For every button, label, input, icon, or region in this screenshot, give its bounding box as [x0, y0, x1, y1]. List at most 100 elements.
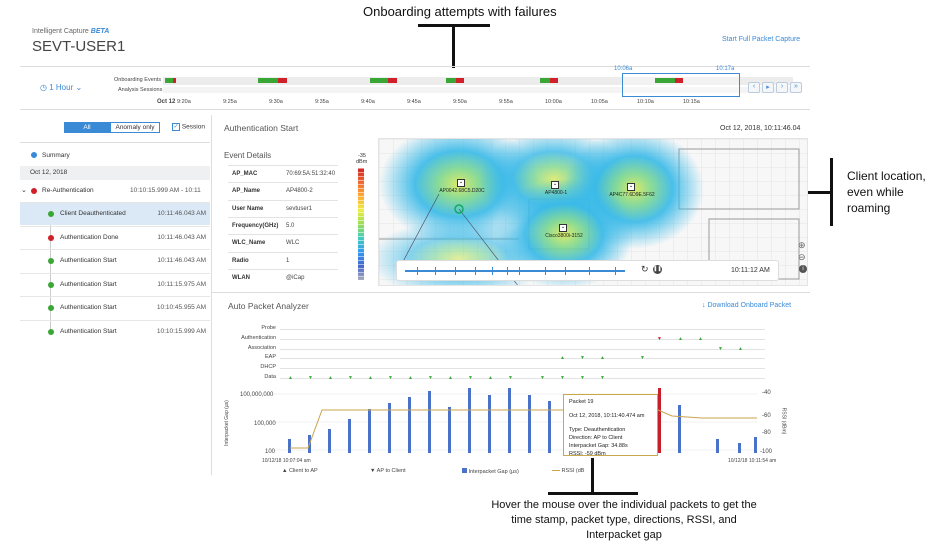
onboarding-event-failure[interactable] — [456, 78, 464, 83]
filter-all[interactable]: All — [64, 122, 110, 133]
packet-marker[interactable]: ▲ — [328, 375, 333, 381]
gap-bar[interactable] — [328, 429, 331, 453]
packet-marker[interactable]: ▲ — [488, 375, 493, 381]
onboarding-event-failure[interactable] — [675, 78, 683, 83]
packet-marker[interactable]: ▼ — [468, 375, 473, 381]
gap-bar[interactable] — [288, 439, 291, 453]
gap-bar[interactable] — [488, 395, 491, 453]
zoom-in-icon[interactable]: ⊕ — [798, 240, 806, 250]
field-value: 1 — [286, 257, 290, 264]
onboarding-event-success[interactable] — [446, 78, 456, 83]
gap-bar[interactable] — [468, 385, 471, 453]
onboarding-event-failure[interactable] — [278, 78, 287, 83]
event-row[interactable]: Authentication Start 10:10:15.999 AM — [20, 319, 210, 343]
ap-icon[interactable]: ▪ — [457, 179, 465, 187]
timeline-selection[interactable] — [622, 73, 740, 97]
pause-icon[interactable]: ❚❚ — [653, 265, 662, 274]
onboarding-event-success[interactable] — [655, 78, 675, 83]
gap-bar[interactable] — [738, 443, 741, 453]
packet-marker[interactable]: ▼ — [348, 375, 353, 381]
field-key: WLC_Name — [232, 240, 266, 247]
download-link[interactable]: ↓ Download Onboard Packet — [702, 302, 792, 309]
packet-marker[interactable]: ▲ — [738, 345, 743, 352]
ap-label: AP0042.68C5.D20C — [439, 188, 485, 194]
event-row[interactable]: Authentication Start 10:11:15.975 AM — [20, 272, 210, 296]
packet-marker[interactable]: ▼ — [580, 375, 585, 381]
packet-marker[interactable]: ▼ — [388, 375, 393, 381]
gap-bar[interactable] — [548, 401, 551, 453]
onboarding-event-failure[interactable] — [173, 78, 176, 83]
packet-marker[interactable]: ▼ — [540, 375, 545, 381]
gap-bar[interactable] — [388, 403, 391, 453]
packet-marker[interactable]: ▲ — [288, 375, 293, 381]
packet-marker[interactable]: ▼ — [718, 345, 723, 352]
sessions-track — [163, 87, 793, 93]
gap-bar[interactable] — [678, 405, 681, 453]
onboarding-event-success[interactable] — [165, 78, 173, 83]
packet-marker[interactable]: ▲ — [408, 375, 413, 381]
session-checkbox[interactable]: ✓ Session — [172, 123, 205, 131]
packet-marker[interactable]: ▲ — [560, 355, 565, 362]
ap-icon[interactable]: ▪ — [627, 183, 635, 191]
rssi-legend-unit: dBm — [356, 159, 368, 165]
packet-marker[interactable]: ▲ — [678, 335, 683, 342]
playback-track[interactable] — [405, 270, 625, 272]
ap-icon[interactable]: ▪ — [551, 181, 559, 189]
gap-bar[interactable] — [754, 437, 757, 453]
event-row[interactable]: Authentication Start 10:11:46.043 AM — [20, 249, 210, 272]
event-row[interactable]: Authentication Start 10:10:45.955 AM — [20, 296, 210, 319]
gap-bar[interactable] — [658, 387, 661, 453]
gap-bar[interactable] — [448, 407, 451, 453]
replay-icon[interactable]: ↻ — [641, 264, 649, 274]
zoom-out-icon[interactable]: ⊖ — [798, 252, 806, 262]
callout-right: Client location, even while roaming — [847, 169, 926, 215]
next-button[interactable]: › — [776, 82, 788, 93]
detail-field: Frequency(GHz) 5.0 — [228, 216, 338, 234]
packet-chart[interactable] — [232, 385, 792, 468]
start-capture-link[interactable]: Start Full Packet Capture — [722, 36, 801, 43]
timeline-tick: 9:55a — [499, 99, 513, 105]
packet-marker[interactable]: ▼ — [657, 335, 662, 342]
onboarding-event-failure[interactable] — [550, 78, 558, 83]
gap-bar[interactable] — [408, 397, 411, 453]
gap-bar[interactable] — [428, 391, 431, 453]
prev-button[interactable]: ‹ — [748, 82, 760, 93]
packet-marker[interactable]: ▼ — [640, 355, 645, 362]
onboarding-event-success[interactable] — [540, 78, 550, 83]
packet-marker[interactable]: ▼ — [580, 355, 585, 362]
gap-bar[interactable] — [716, 439, 719, 453]
event-row[interactable]: Client Deauthenticated 10:11:46.043 AM — [20, 202, 210, 225]
packet-marker[interactable]: ▲ — [368, 375, 373, 381]
onboarding-event-success[interactable] — [258, 78, 278, 83]
gap-bar[interactable] — [368, 409, 371, 453]
packet-marker[interactable]: ▲ — [448, 375, 453, 381]
packet-marker[interactable]: ▼ — [508, 375, 513, 381]
selection-end: 10:17a — [716, 66, 735, 72]
onboarding-event-success[interactable] — [370, 78, 388, 83]
map-playback-bar[interactable]: ↻ ❚❚ 10:11:12 AM — [396, 260, 779, 281]
gap-bar[interactable] — [348, 419, 351, 453]
summary-item[interactable]: Summary — [20, 145, 210, 165]
end-button[interactable]: » — [790, 82, 802, 93]
event-row[interactable]: Authentication Done 10:11:46.043 AM — [20, 225, 210, 249]
info-icon[interactable]: i — [799, 265, 807, 273]
detail-field: Radio 1 — [228, 251, 338, 269]
play-button[interactable]: ▸ — [762, 82, 774, 93]
ap-icon[interactable]: ▪ — [559, 224, 567, 232]
packet-marker[interactable]: ▲ — [600, 355, 605, 362]
timeline-panel — [20, 66, 810, 110]
filter-anomaly[interactable]: Anomaly only — [110, 122, 160, 133]
rssi-legend-bar — [358, 168, 364, 280]
gap-bar[interactable] — [528, 395, 531, 453]
packet-marker[interactable]: ▼ — [428, 375, 433, 381]
range-dropdown[interactable]: ◷ 1 Hour ⌄ — [40, 83, 83, 92]
event-time: 10:11:46.043 AM — [157, 210, 206, 217]
packet-marker[interactable]: ▼ — [560, 375, 565, 381]
event-status-dot — [48, 281, 54, 288]
onboarding-event-failure[interactable] — [388, 78, 397, 83]
group-header[interactable]: ⌄ Re-Authentication 10:10:15.999 AM - 10… — [20, 181, 210, 201]
packet-marker[interactable]: ▼ — [308, 375, 313, 381]
gap-bar[interactable] — [508, 387, 511, 453]
packet-marker[interactable]: ▲ — [698, 335, 703, 342]
packet-marker[interactable]: ▼ — [600, 375, 605, 381]
